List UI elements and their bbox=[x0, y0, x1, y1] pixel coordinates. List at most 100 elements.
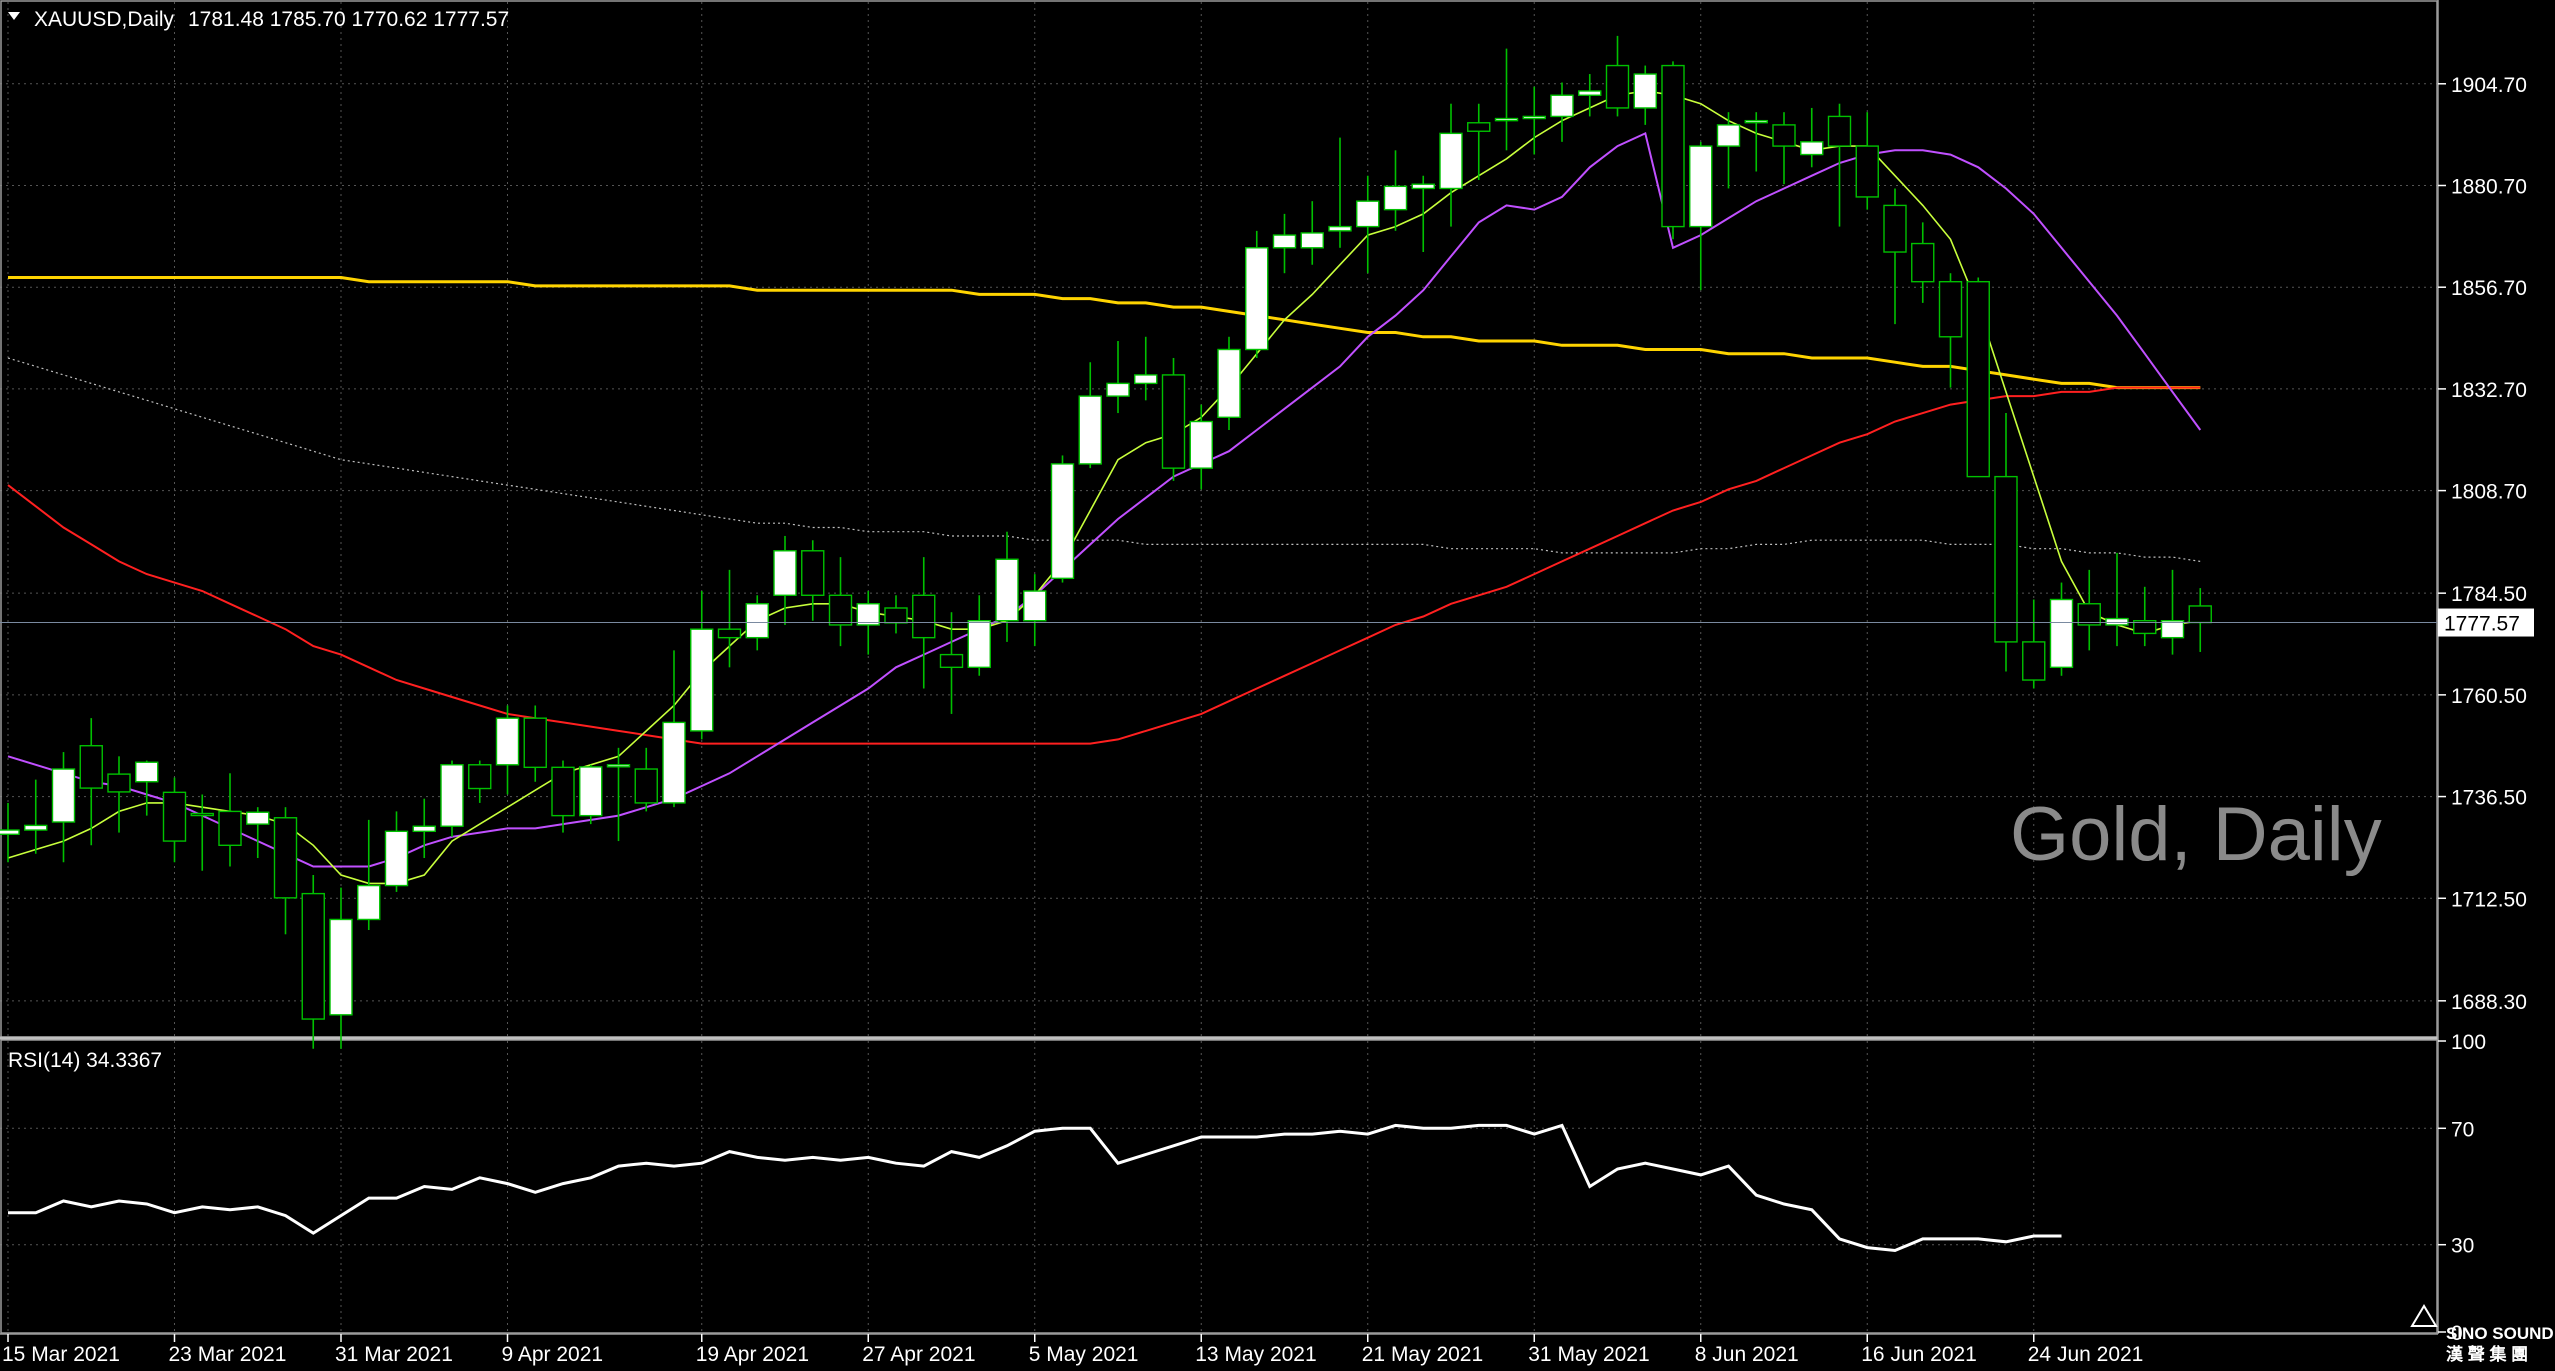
candle-body bbox=[1300, 232, 1324, 249]
candle-body bbox=[218, 810, 242, 847]
time-tick-label: 31 May 2021 bbox=[1528, 1343, 1649, 1366]
candle-body bbox=[1134, 374, 1158, 385]
candle-body bbox=[495, 717, 520, 766]
price-tick-label: 1736.50 bbox=[2451, 787, 2527, 810]
time-tick-label: 19 Apr 2021 bbox=[696, 1343, 809, 1366]
candle-body bbox=[0, 829, 20, 835]
logo-main-text: SINO SOUND bbox=[2446, 1324, 2554, 1343]
candle-body bbox=[1911, 242, 1935, 283]
candle-body bbox=[1356, 200, 1380, 228]
candle-body bbox=[662, 721, 686, 804]
rsi-tick-label: 0 bbox=[2451, 1322, 2463, 1345]
dropdown-arrow-icon[interactable] bbox=[8, 12, 20, 20]
candle-body bbox=[412, 825, 436, 833]
ma-gold-line bbox=[8, 276, 2201, 390]
candle-body bbox=[2049, 598, 2074, 669]
candle-body bbox=[2133, 620, 2157, 635]
time-tick-label: 5 May 2021 bbox=[1029, 1343, 1139, 1366]
rsi-indicator bbox=[8, 1123, 2062, 1253]
price-tick-label: 1856.70 bbox=[2451, 277, 2527, 300]
candle-body bbox=[2077, 603, 2101, 626]
candle-body bbox=[79, 745, 103, 789]
candle-body bbox=[1189, 420, 1213, 469]
candle-body bbox=[1744, 119, 1768, 124]
candle-body bbox=[1217, 348, 1241, 418]
candle-body bbox=[745, 603, 769, 639]
candle-body bbox=[884, 607, 908, 624]
price-tick-label: 1832.70 bbox=[2451, 379, 2527, 402]
time-tick-label: 31 Mar 2021 bbox=[335, 1343, 453, 1366]
candle-body bbox=[135, 761, 159, 783]
candle-body bbox=[2160, 620, 2185, 639]
candle-body bbox=[1439, 132, 1463, 190]
time-tick-label: 15 Mar 2021 bbox=[2, 1343, 120, 1366]
candle-body bbox=[1827, 115, 1852, 147]
ohlc-values: 1781.48 1785.70 1770.62 1777.57 bbox=[188, 8, 509, 31]
time-tick-label: 21 May 2021 bbox=[1362, 1343, 1483, 1366]
candle-body bbox=[1494, 117, 1519, 122]
moving-averages bbox=[7, 90, 2202, 885]
price-tick-label: 1880.70 bbox=[2451, 175, 2527, 198]
price-axis[interactable]: 1904.70 1880.70 1856.70 1832.70 1808.70 1784.… bbox=[2437, 0, 2527, 1334]
candle-body bbox=[856, 603, 880, 626]
current-price-box bbox=[2438, 608, 2534, 637]
candle-body bbox=[357, 884, 381, 921]
candle-body bbox=[773, 550, 797, 596]
logo-sub-text: 漢 聲 集 團 bbox=[2446, 1344, 2528, 1364]
candle-body bbox=[190, 812, 214, 817]
candle-body bbox=[1245, 247, 1269, 351]
candle-body bbox=[1938, 280, 1963, 338]
candle-body bbox=[1161, 374, 1186, 469]
current-price-label: 1777.57 bbox=[2444, 613, 2520, 636]
time-tick-label: 27 Apr 2021 bbox=[862, 1343, 975, 1366]
time-tick-label: 8 Jun 2021 bbox=[1695, 1343, 1799, 1366]
rsi-pane-border bbox=[0, 1039, 2438, 1334]
time-tick-label: 9 Apr 2021 bbox=[502, 1343, 604, 1366]
candle-body bbox=[1994, 475, 2018, 643]
symbol-label: XAUUSD,Daily bbox=[34, 8, 175, 31]
time-axis[interactable]: 15 Mar 2021 23 Mar 2021 31 Mar 2021 9 Apr 2… bbox=[0, 1333, 2438, 1366]
candle-body bbox=[1550, 94, 1574, 118]
price-tick-label: 1904.70 bbox=[2451, 74, 2527, 97]
candle-body bbox=[246, 811, 270, 825]
ma-fast-line bbox=[7, 90, 2201, 885]
candle-body bbox=[579, 766, 603, 817]
candle-body bbox=[1578, 90, 1602, 96]
rsi-tick-label: 70 bbox=[2451, 1118, 2474, 1141]
time-tick-label: 24 Jun 2021 bbox=[2028, 1343, 2144, 1366]
rsi-tick-label: 30 bbox=[2451, 1235, 2474, 1258]
rsi-line bbox=[8, 1123, 2062, 1253]
candle-body bbox=[912, 594, 936, 639]
candle-body bbox=[107, 773, 131, 793]
ma-dotted-line bbox=[7, 357, 2201, 562]
candle-body bbox=[2022, 641, 2046, 681]
candle-body bbox=[606, 764, 631, 768]
candle-body bbox=[384, 830, 409, 887]
time-tick-label: 23 Mar 2021 bbox=[169, 1343, 287, 1366]
price-tick-label: 1688.30 bbox=[2451, 991, 2527, 1014]
candle-body bbox=[1855, 145, 1879, 198]
rsi-label: RSI(14) 34.3367 bbox=[8, 1049, 162, 1072]
candle-body bbox=[523, 717, 547, 769]
candle-body bbox=[1800, 141, 1824, 156]
candle-body bbox=[1605, 64, 1630, 109]
candle-body bbox=[1522, 115, 1546, 120]
rsi-axis: 100 70 30 0 bbox=[2438, 1031, 2486, 1345]
ma-red-line bbox=[7, 386, 2201, 745]
price-tick-label: 1808.70 bbox=[2451, 481, 2527, 504]
candle-body bbox=[1328, 225, 1352, 232]
candle-body bbox=[2188, 605, 2212, 624]
candle-body bbox=[995, 558, 1019, 622]
candlesticks bbox=[0, 35, 2212, 1049]
candle-body bbox=[1633, 73, 1657, 109]
candle-body bbox=[301, 892, 325, 1020]
candle-body bbox=[967, 620, 991, 669]
sino-sound-logo: SINO SOUND 漢 聲 集 團 bbox=[2410, 1304, 2554, 1364]
candle-body bbox=[1411, 183, 1435, 190]
candle-body bbox=[1467, 122, 1491, 132]
price-tick-label: 1712.50 bbox=[2451, 888, 2527, 911]
candle-body bbox=[24, 824, 48, 831]
candle-body bbox=[634, 768, 658, 804]
